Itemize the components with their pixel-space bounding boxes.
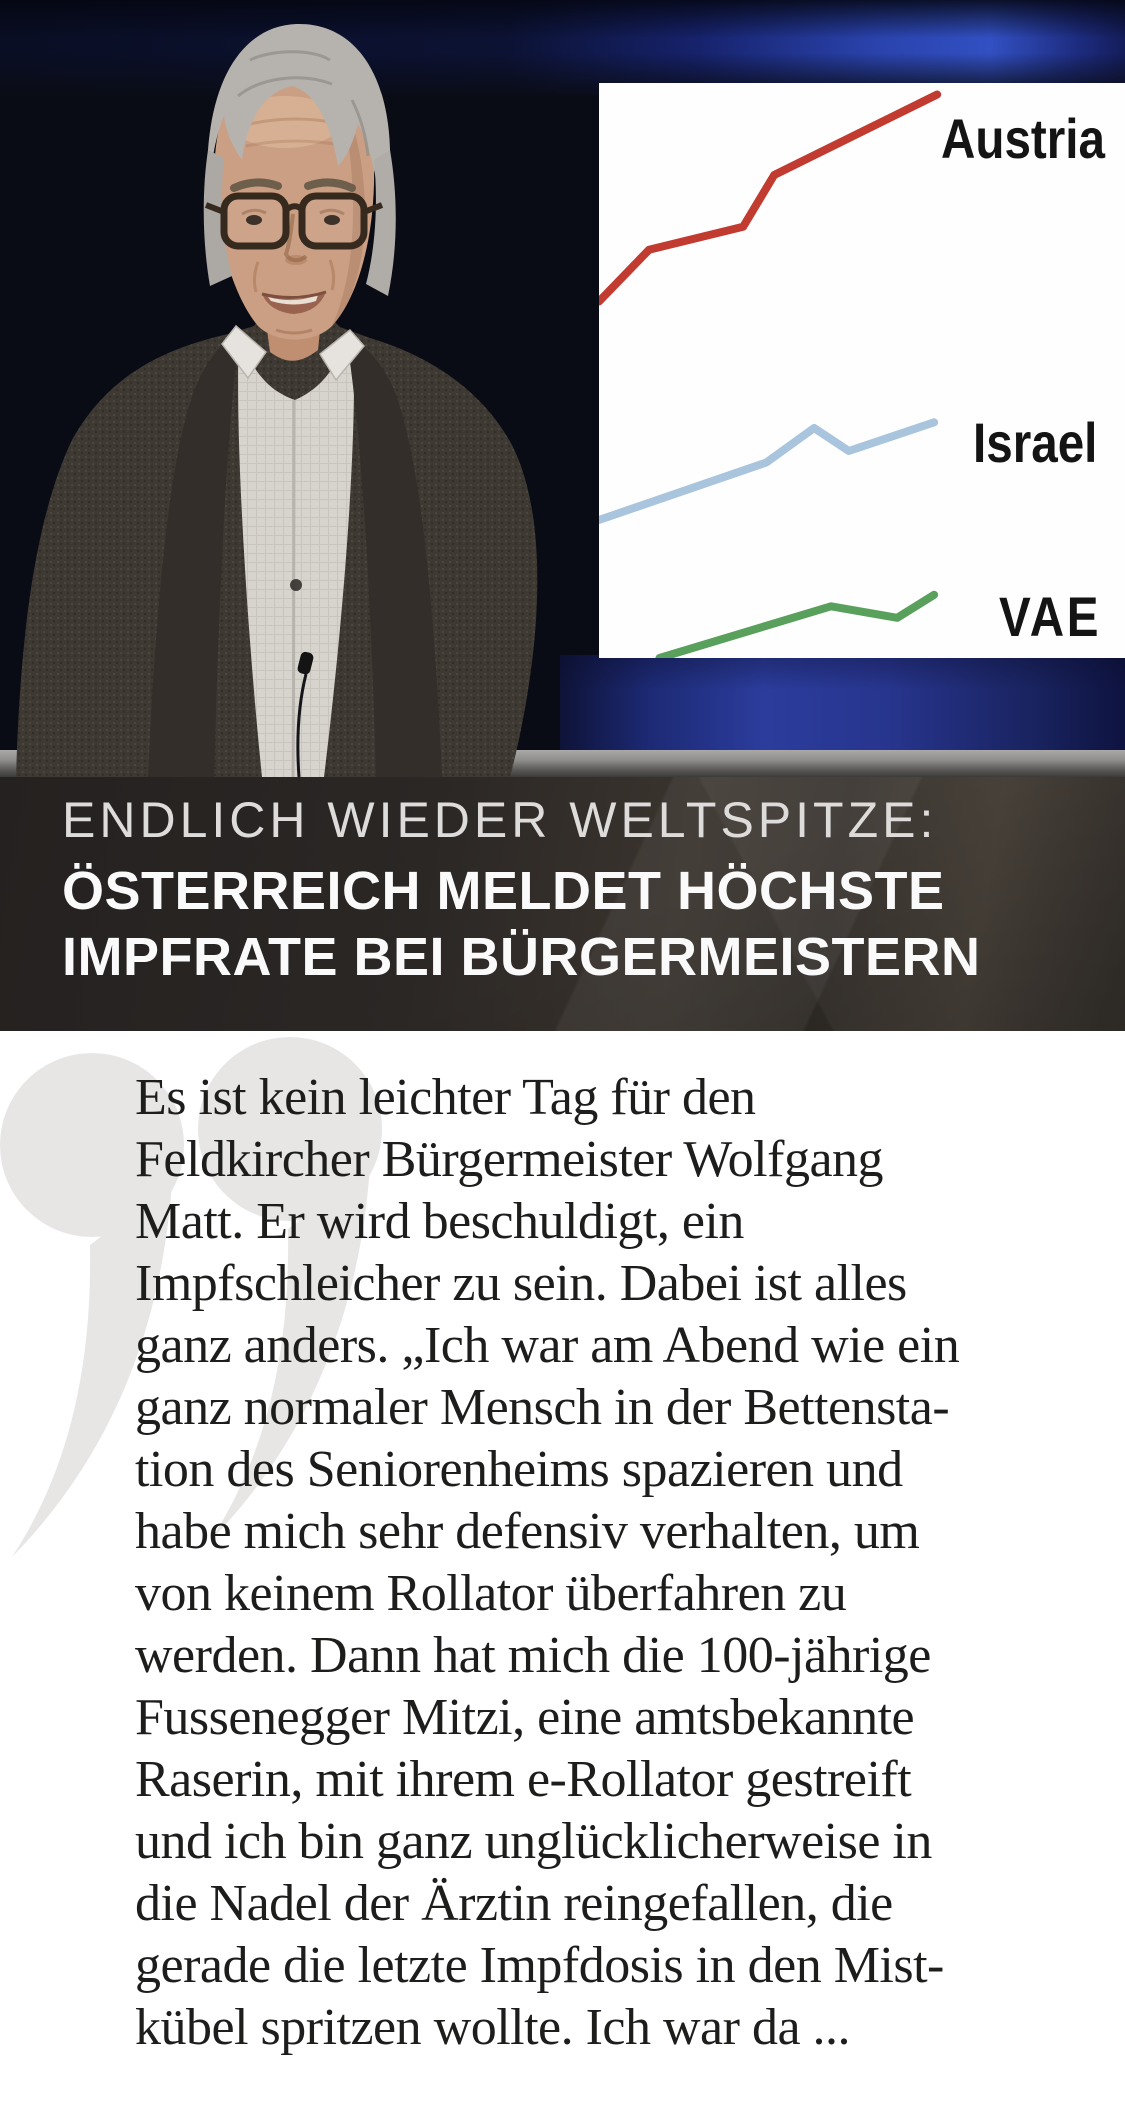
eyebrow-right [304,178,356,192]
headline-kicker: ENDLICH WIEDER WELTSPITZE: [62,792,938,848]
eye-left [246,215,262,225]
shirt-button [290,579,302,591]
chart-label-israel: Israel [973,411,1098,474]
quote-line: Fussenegger Mitzi, eine amtsbekannte [135,1689,915,1746]
quote-line: Es ist kein leichter Tag für den [135,1069,756,1126]
nose [283,213,308,263]
shirt [238,330,354,777]
quote-line: werden. Dann hat mich die 100-jährige [135,1627,931,1684]
chart-line-vae [655,590,939,658]
quote-line: die Nadel der Ärztin reingefallen, die [135,1875,893,1932]
glasses [204,192,384,250]
eye-right [324,215,340,225]
portrait-man [16,23,538,777]
quotation-mark-icon [0,1037,382,1557]
headline-banner: ENDLICH WIEDER WELTSPITZE: ÖSTERREICH ME… [0,777,1125,1031]
quote-line: ganz anders. „Ich war am Abend wie ein [135,1317,960,1374]
quote-section: Es ist kein leichter Tag für den Feldkirc… [0,1031,1125,2103]
quote-line: habe mich sehr defensiv verhalten, um [135,1503,920,1560]
chart-line-israel [599,418,939,524]
chart-panel: Austria Israel VAE [599,83,1125,658]
headline-line-2: IMPFRATE BEI BÜRGERMEISTERN [62,927,981,987]
chart-label-austria: Austria [941,107,1105,170]
quote-comma-right [198,1037,382,1541]
hair [203,23,396,296]
quote-line: ganz normaler Mensch in der Bettensta- [135,1379,950,1436]
chart-line-austria [599,90,942,306]
studio-blue-light-top [0,0,1125,96]
headline-line-1: ÖSTERREICH MELDET HÖCHSTE [62,861,945,921]
jacket-lapels [148,330,442,777]
quote-line: und ich bin ganz unglücklicherweise in [135,1813,932,1870]
eyebrow-left [230,178,282,192]
quote-text: Es ist kein leichter Tag für den Feldkirc… [135,1067,960,2059]
quote-line: von keinem Rollator überfahren zu [135,1565,847,1622]
quote-line: Raserin, mit ihrem e-Rollator gestreift [135,1751,912,1808]
mouth [261,290,327,314]
chart-label-vae: VAE [999,585,1101,648]
quote-line: kübel spritzen wollte. Ich war da ... [135,1999,851,2056]
quote-line: gerade die letzte Impfdosis in den Mist- [135,1937,944,1994]
vaccination-line-chart [599,90,942,658]
quote-line: Matt. Er wird beschuldigt, ein [135,1193,744,1250]
headline: ENDLICH WIEDER WELTSPITZE: ÖSTERREICH ME… [62,791,981,990]
quote-line: Feldkircher Bürgermeister Wolfgang [135,1131,884,1188]
quote-line: tion des Seniorenheims spazieren und [135,1441,903,1498]
shirt-collar [221,324,365,382]
quote-line: Impfschleicher zu sein. Dabei ist alles [135,1255,907,1312]
studio-photo: Austria Israel VAE [0,0,1125,777]
quote-comma-left [0,1053,184,1557]
studio-blue-wall [560,655,1125,755]
lapel-mic [296,651,314,777]
